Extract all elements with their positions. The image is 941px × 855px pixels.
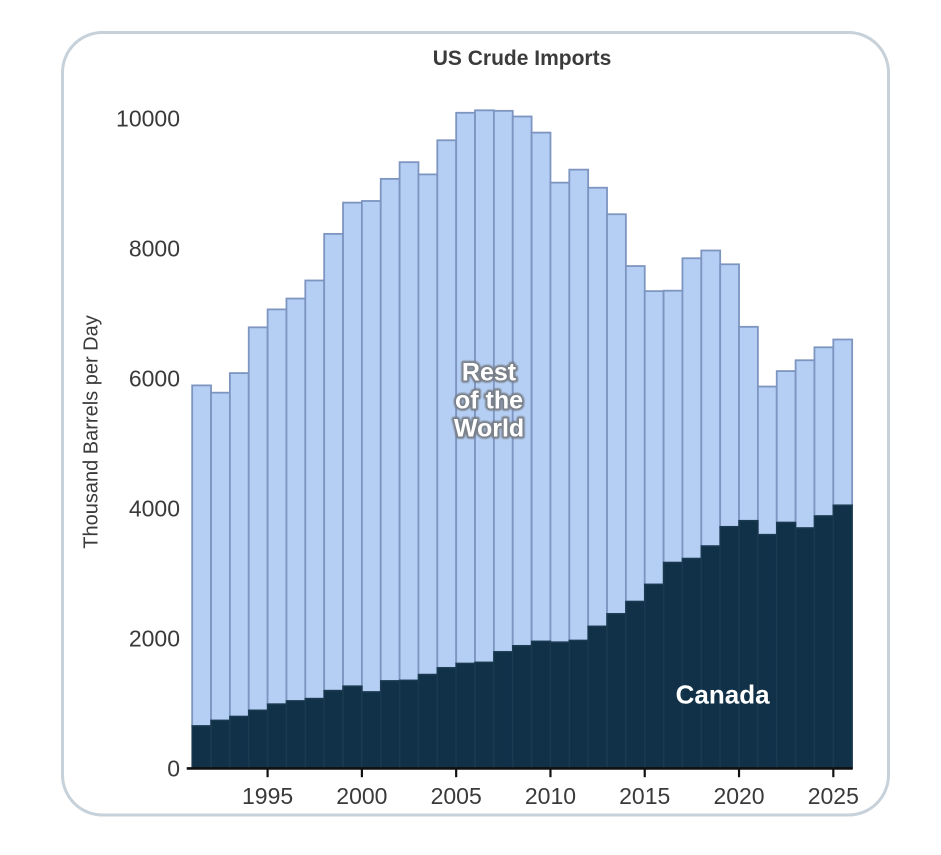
svg-text:Canada: Canada [676, 679, 770, 709]
svg-text:10000: 10000 [116, 106, 180, 132]
svg-text:4000: 4000 [129, 496, 180, 522]
svg-text:6000: 6000 [129, 366, 180, 392]
svg-text:Rest: Rest [462, 359, 517, 387]
svg-text:World: World [454, 415, 524, 443]
svg-text:0: 0 [167, 756, 180, 782]
svg-text:2000: 2000 [129, 626, 180, 652]
svg-text:of the: of the [455, 387, 523, 415]
svg-text:2005: 2005 [431, 783, 482, 809]
svg-text:World: World [454, 415, 524, 443]
svg-text:2020: 2020 [713, 783, 764, 809]
svg-text:Thousand Barrels per Day: Thousand Barrels per Day [81, 315, 103, 548]
svg-text:Rest: Rest [462, 359, 517, 387]
svg-text:of the: of the [455, 387, 523, 415]
svg-text:2015: 2015 [619, 783, 670, 809]
svg-text:2010: 2010 [525, 783, 576, 809]
svg-text:8000: 8000 [129, 236, 180, 262]
svg-text:2000: 2000 [336, 783, 387, 809]
svg-text:1995: 1995 [242, 783, 293, 809]
svg-text:2025: 2025 [808, 783, 859, 809]
svg-text:US Crude Imports: US Crude Imports [433, 47, 612, 70]
